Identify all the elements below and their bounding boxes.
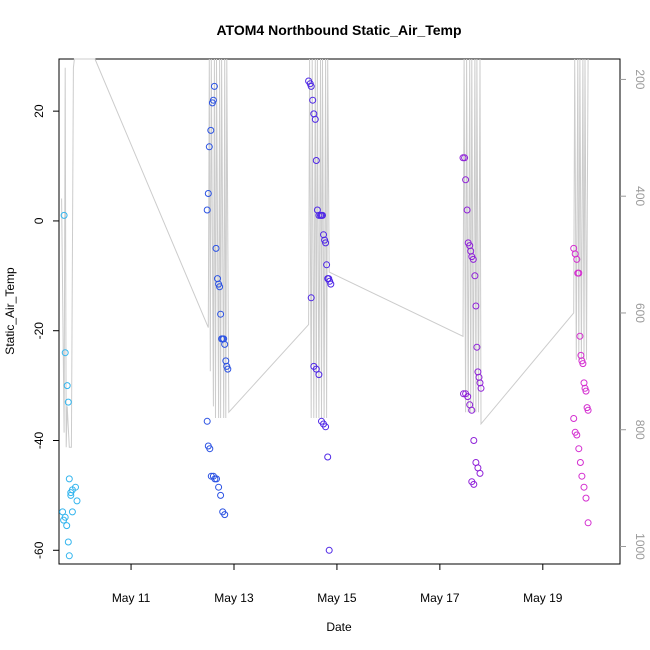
data-point: [470, 437, 478, 444]
data-point: [210, 82, 218, 90]
right-y-tick-label: 400: [633, 186, 647, 206]
data-point: [217, 310, 225, 318]
data-point: [324, 453, 332, 461]
x-tick-label: May 11: [112, 591, 151, 605]
y-tick-label: -60: [32, 541, 46, 559]
data-point: [464, 393, 472, 401]
data-point: [217, 491, 225, 499]
data-point: [309, 96, 317, 104]
data-point: [573, 431, 581, 439]
data-point: [60, 211, 68, 219]
data-point: [68, 508, 76, 516]
data-point: [224, 365, 232, 373]
data-point: [580, 483, 588, 491]
data-point: [63, 522, 71, 530]
data-point: [461, 154, 469, 162]
secondary-line-layer: [61, 58, 589, 448]
x-axis-label: Date: [326, 620, 352, 634]
data-point: [319, 211, 326, 219]
data-point: [472, 302, 480, 310]
data-point: [61, 349, 69, 357]
data-point: [582, 494, 590, 502]
x-tick-label: May 17: [420, 591, 460, 605]
data-point: [477, 384, 485, 392]
data-point: [570, 415, 578, 422]
data-point: [584, 406, 592, 414]
right-y-axis: 200 400 600 800 1000: [620, 69, 647, 560]
data-point: [575, 445, 583, 453]
data-point: [221, 511, 229, 519]
data-point: [323, 261, 331, 269]
y-tick-label: -20: [32, 322, 46, 340]
data-point: [582, 387, 590, 395]
right-y-tick-label: 200: [633, 69, 647, 89]
data-point: [65, 552, 73, 560]
data-point: [312, 157, 320, 164]
data-point: [463, 206, 471, 214]
data-point: [307, 82, 315, 90]
y-tick-label: -40: [32, 431, 46, 449]
data-point: [327, 280, 335, 288]
data-point: [216, 283, 224, 291]
x-axis: May 11 May 13 May 15 May 17 May 19: [112, 564, 563, 605]
data-point: [212, 244, 220, 252]
x-tick-label: May 19: [523, 591, 563, 605]
data-point: [312, 365, 320, 373]
data-point: [576, 332, 584, 340]
data-point: [576, 459, 584, 466]
plot-frame: [58, 58, 621, 565]
data-point: [205, 143, 213, 151]
data-point: [311, 115, 319, 123]
data-point: [468, 406, 476, 414]
data-point: [221, 340, 229, 348]
data-point: [575, 269, 583, 277]
data-point: [573, 255, 581, 263]
data-point: [207, 126, 215, 134]
right-y-tick-label: 600: [633, 303, 647, 323]
data-point: [72, 483, 79, 491]
data-point: [215, 483, 223, 491]
data-point: [203, 206, 211, 214]
plot-area: [58, 58, 621, 565]
points-layer: [59, 77, 592, 560]
x-tick-label: May 15: [317, 591, 357, 605]
data-point: [203, 417, 211, 425]
data-point: [204, 190, 212, 197]
data-point: [322, 239, 330, 247]
chart-title: ATOM4 Northbound Static_Air_Temp: [216, 22, 461, 38]
data-point: [63, 382, 71, 390]
data-point: [469, 255, 477, 263]
data-point: [471, 272, 479, 280]
data-point: [584, 519, 592, 527]
data-point: [73, 497, 81, 505]
data-point: [61, 513, 69, 521]
data-point: [64, 538, 72, 546]
data-point: [206, 445, 214, 453]
data-point: [307, 294, 315, 302]
right-y-tick-label: 800: [633, 420, 647, 440]
data-point: [64, 398, 72, 406]
data-point: [213, 475, 220, 483]
data-point: [462, 176, 470, 184]
data-point: [322, 423, 330, 431]
data-point: [65, 475, 73, 483]
data-point: [579, 360, 587, 368]
data-point: [59, 508, 67, 516]
y-axis: 20 0 -20 -40 -60: [32, 104, 59, 559]
x-tick-label: May 13: [214, 591, 254, 605]
data-point: [67, 491, 75, 499]
secondary-series-line: [61, 58, 589, 448]
y-axis-label: Static_Air_Temp: [3, 267, 17, 355]
data-point: [209, 96, 217, 104]
right-y-tick-label: 1000: [633, 533, 647, 560]
data-point: [578, 472, 586, 480]
data-point: [315, 371, 323, 379]
data-point: [473, 343, 481, 351]
y-tick-label: 0: [32, 217, 46, 224]
y-tick-label: 20: [32, 104, 46, 118]
data-point: [325, 546, 333, 554]
data-point: [470, 480, 478, 488]
data-point: [476, 469, 484, 477]
